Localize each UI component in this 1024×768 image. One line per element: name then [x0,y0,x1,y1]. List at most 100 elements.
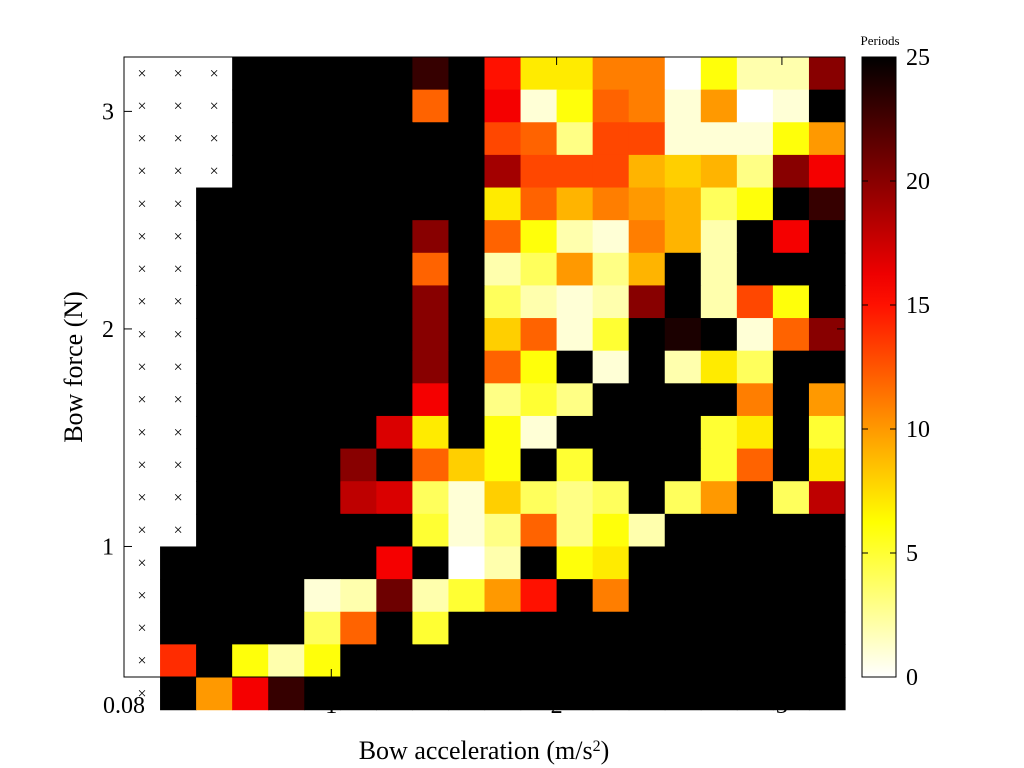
colorbar-tick-label: 5 [906,541,918,567]
missing-marker: × [138,392,147,409]
heatmap-cell [664,513,702,548]
missing-marker: × [138,196,147,213]
y-tick-label: 3 [102,99,114,125]
heatmap-cell [628,481,666,515]
heatmap-cell [268,481,305,515]
heatmap-cell [232,546,269,580]
heatmap-cell [448,644,486,678]
heatmap-cell [592,611,630,645]
heatmap-cell [628,57,666,91]
heatmap-cell [340,415,377,450]
heatmap-cell [448,122,486,156]
heatmap-cell [196,383,233,417]
heatmap-cell [232,415,269,450]
heatmap-cell [232,513,269,548]
heatmap-cell [484,57,522,91]
heatmap-cell [376,57,413,91]
heatmap-cell [448,220,486,254]
heatmap-cell [412,546,450,580]
heatmap-cell [592,350,630,384]
heatmap-cell [196,448,233,482]
heatmap-cell [700,122,738,156]
heatmap-cell [592,644,630,678]
heatmap-cell [628,285,666,319]
heatmap-cell [484,285,522,319]
heatmap-cell [412,448,450,482]
missing-marker: × [174,163,183,180]
heatmap-cell [592,187,630,221]
heatmap-cell [700,318,738,352]
heatmap-cell [664,252,702,287]
heatmap-cell [628,677,666,711]
missing-marker: × [174,522,183,539]
heatmap-cell [268,546,305,580]
heatmap-cell [664,546,702,580]
heatmap-cell [700,644,738,678]
heatmap-cell [664,644,702,678]
heatmap-cell [808,350,846,384]
x-axis-label-superscript: 2 [593,738,601,755]
heatmap-cell [556,57,594,91]
heatmap-cell [376,220,413,254]
plot-frame [123,56,846,678]
heatmap-cell [340,644,377,678]
heatmap-cell [772,644,810,678]
heatmap-cell [448,285,486,319]
heatmap-cell [772,89,810,123]
missing-marker: × [138,261,147,278]
heatmap-cell [808,611,846,645]
heatmap-cell [592,513,630,548]
missing-marker: × [138,685,147,702]
heatmap-cell [268,513,305,548]
heatmap-cell [592,383,630,417]
missing-marker: × [174,65,183,82]
heatmap-cell [268,285,305,319]
heatmap-cell [304,579,341,613]
missing-marker: × [210,131,219,148]
heatmap-cell [628,318,666,352]
missing-data-markers: × × × × × × × × × × × × × × × × × × × × × × × × × × × × × × × × × × × × × × × [138,65,219,702]
heatmap-cell [196,481,233,515]
heatmap-cell [376,448,413,482]
heatmap-cell [700,677,738,711]
colorbar [861,56,897,678]
missing-marker: × [138,163,147,180]
missing-marker: × [138,620,147,637]
colorbar-tick-label: 25 [906,45,930,71]
heatmap-cell [448,383,486,417]
heatmap-cell [232,318,269,352]
heatmap-cell [664,350,702,384]
heatmap-cell [340,89,377,123]
heatmap-cell [448,57,486,91]
heatmap-cell [232,252,269,287]
heatmap-cell [268,220,305,254]
heatmap-cell [520,677,558,711]
heatmap-cell [196,546,233,580]
heatmap-cell [376,546,413,580]
heatmap-cell [268,187,305,221]
heatmap-cell [808,122,846,156]
y-tick-label: 1 [102,534,114,560]
heatmap-cell [556,285,594,319]
missing-marker: × [138,555,147,572]
heatmap-cell [196,285,233,319]
heatmap-cell [448,252,486,287]
heatmap-cell [520,546,558,580]
heatmap-cell [448,154,486,189]
heatmap-cell [808,579,846,613]
heatmap-cell [556,415,594,450]
heatmap-cell [520,154,558,189]
heatmap-cell [556,154,594,189]
heatmap-cell [268,611,305,645]
heatmap-cell [808,546,846,580]
colorbar-title: Periods [861,33,900,48]
missing-marker: × [174,490,183,507]
heatmap-cell [484,611,522,645]
heatmap-cell [232,644,269,678]
heatmap-cell [268,644,305,678]
heatmap-cell [736,252,774,287]
heatmap-cell [196,318,233,352]
heatmap-cell [772,677,810,711]
heatmap-cell [772,187,810,221]
heatmap-cell [808,154,846,189]
